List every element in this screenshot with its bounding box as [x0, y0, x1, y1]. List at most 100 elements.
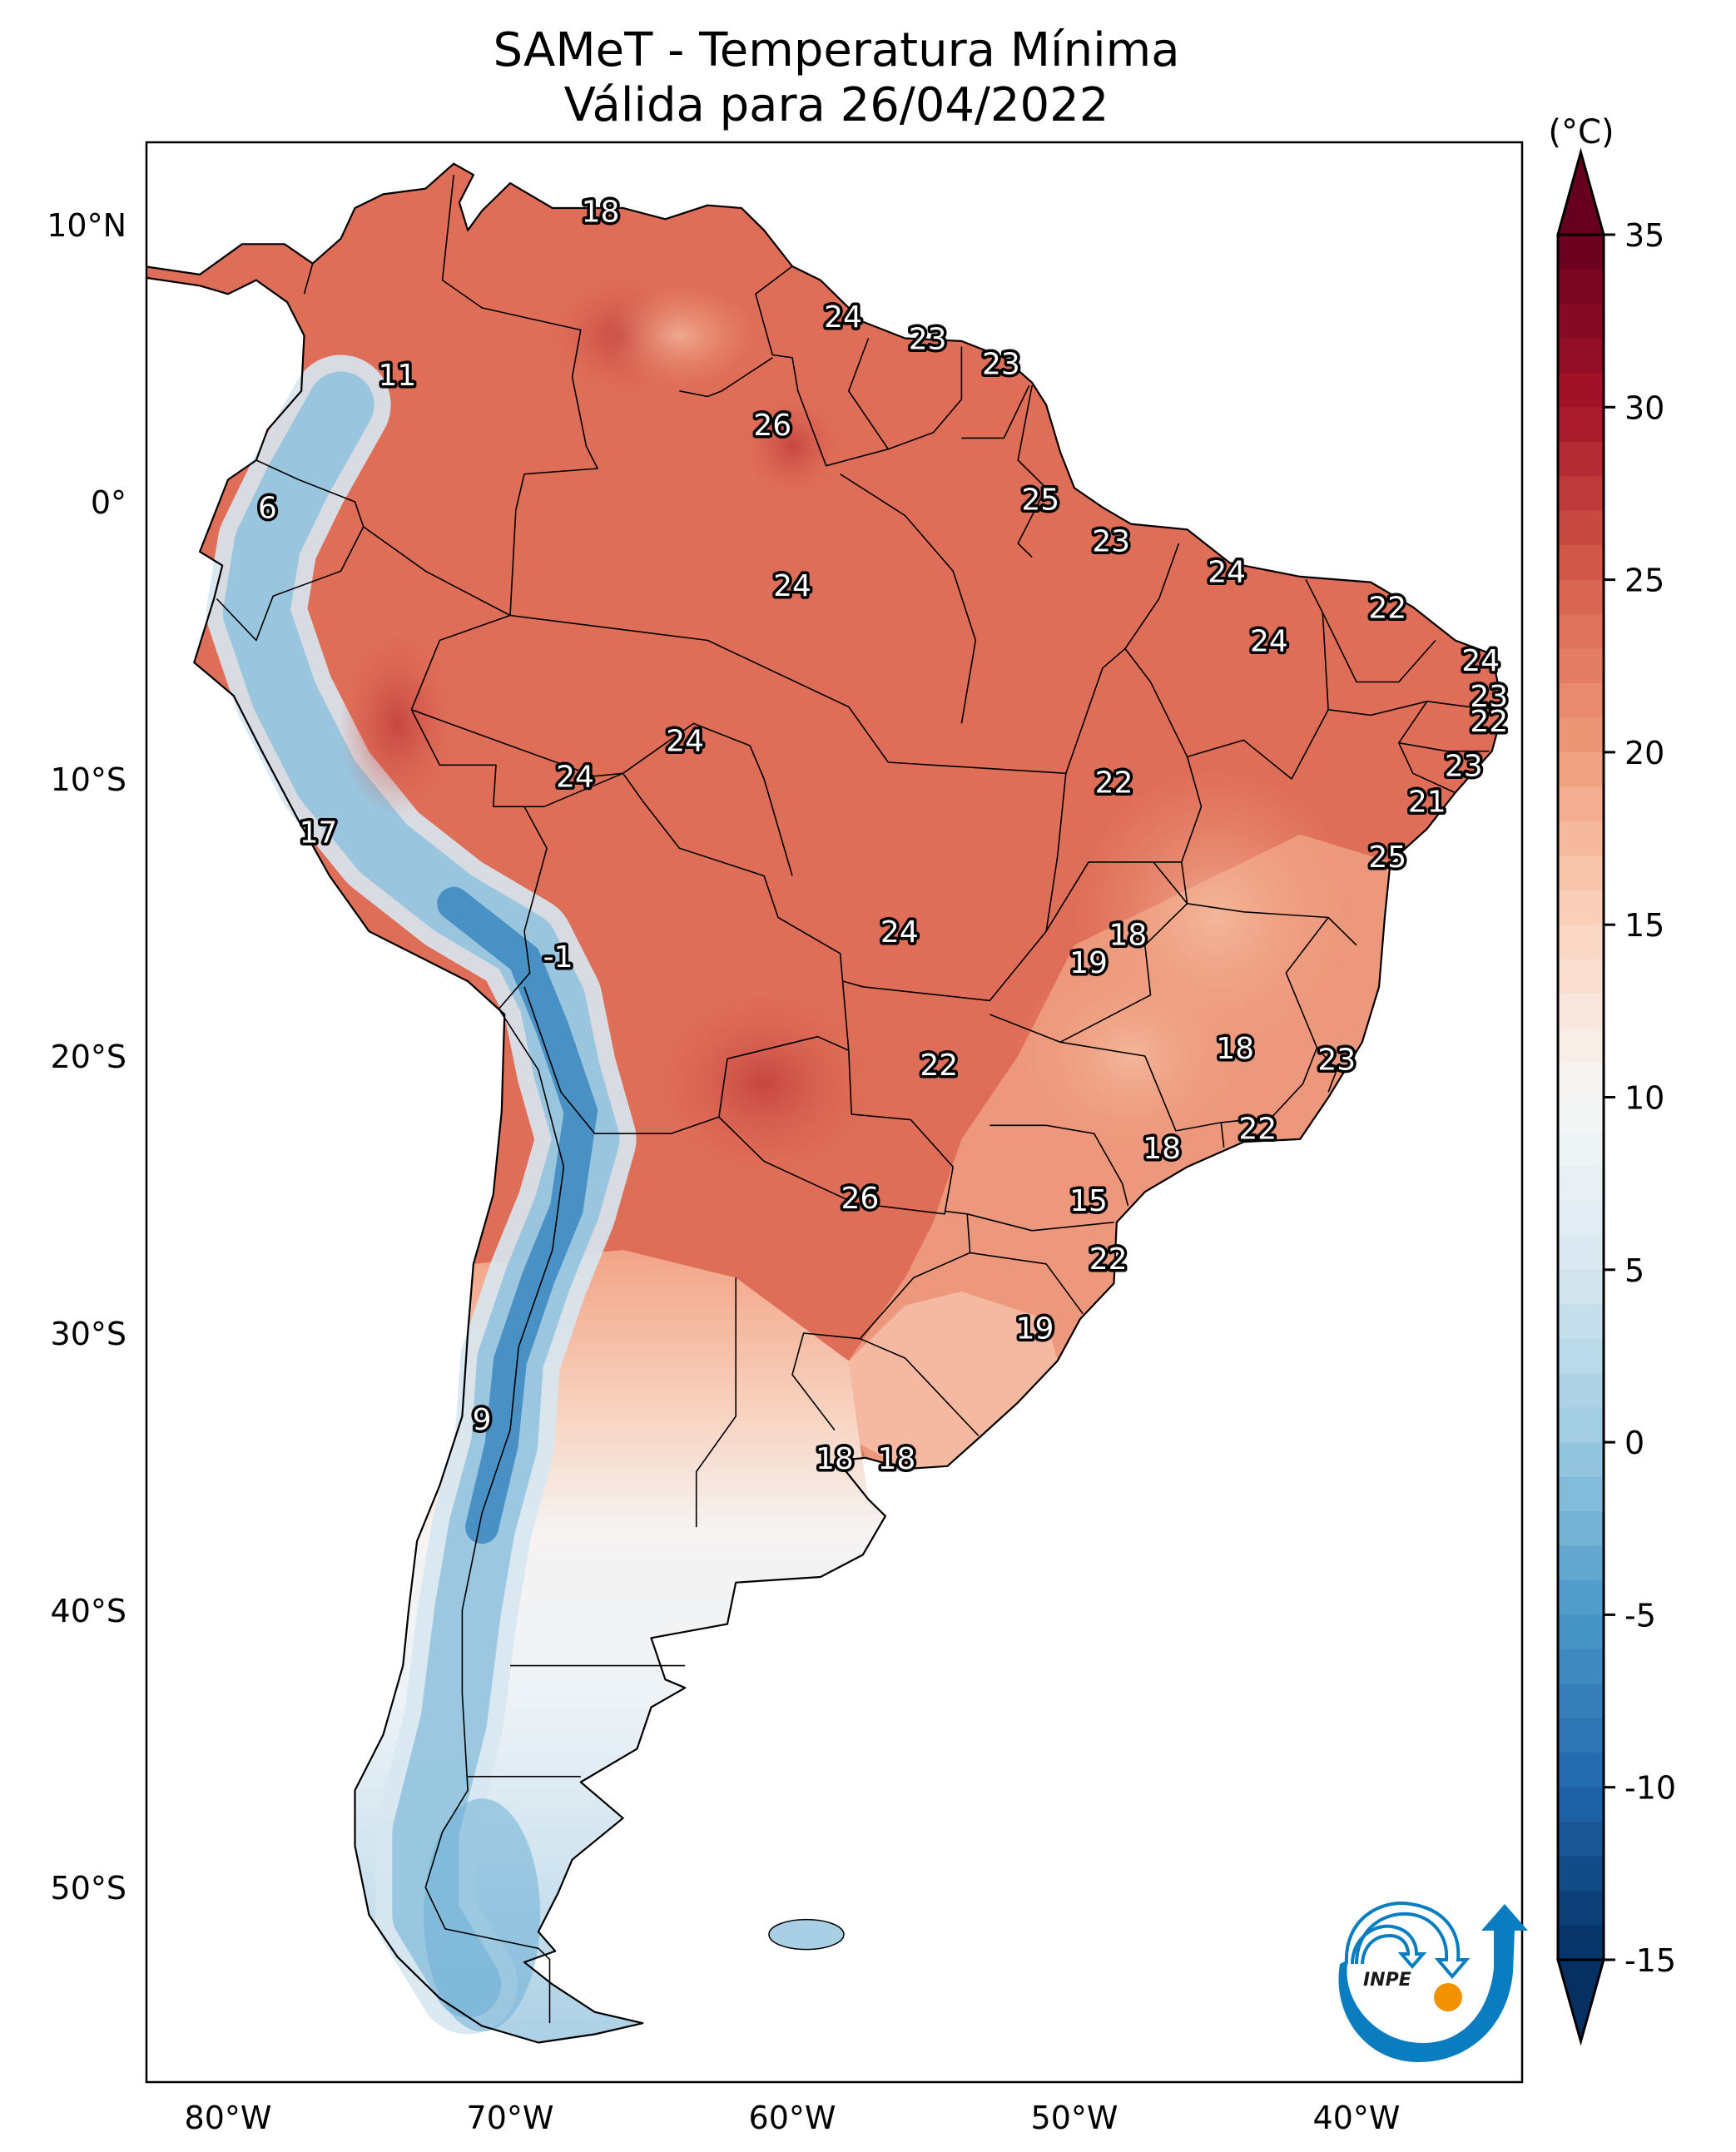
colorbar-swatch [1558, 1579, 1604, 1616]
state-border [990, 1124, 1129, 1206]
country-border [216, 459, 365, 642]
colorbar-swatch [1558, 1476, 1604, 1512]
colorbar-swatch [1558, 372, 1604, 409]
colorbar-swatch [1558, 303, 1604, 340]
colorbar-swatch [1558, 1373, 1604, 1409]
temperature-label: 23 [1470, 680, 1508, 714]
temperature-label: 15 [1069, 1184, 1108, 1218]
temperature-label: 24 [556, 761, 594, 795]
political-borders [216, 175, 1500, 2024]
temperature-label: 11 [378, 359, 416, 393]
province-border [791, 1332, 861, 1431]
colorbar-swatch [1558, 1338, 1604, 1374]
temperature-label: 26 [753, 409, 791, 443]
colorbar-swatch [1558, 1891, 1604, 1926]
state-border [1220, 1122, 1225, 1148]
colorbar-swatch [1558, 1097, 1604, 1133]
logo-inner-arrow-2 [1351, 1924, 1427, 1970]
longitude-tick-label: 70°W [467, 2100, 554, 2136]
colorbar-swatch [1558, 1856, 1604, 1892]
colorbar-swatch [1558, 1822, 1604, 1857]
colorbar-swatch [1558, 1925, 1604, 1961]
logo-swirl-arrow [1338, 1904, 1528, 2062]
colorbar-extend-bottom [1556, 1958, 1605, 2046]
temperature-label: 19 [1069, 946, 1108, 980]
logo-text: INPE [1363, 1970, 1411, 1991]
colorbar-tick-label: 35 [1624, 217, 1664, 254]
colorbar-swatch [1558, 1304, 1604, 1340]
temperature-label: 24 [666, 724, 704, 758]
colorbar-tick-label: 25 [1624, 563, 1664, 599]
longitude-tick-label: 40°W [1313, 2100, 1401, 2136]
colorbar-swatch [1558, 407, 1604, 443]
mild-anomaly [1014, 956, 1247, 1156]
warm-anomaly [742, 396, 842, 497]
colorbar-extend-top [1556, 147, 1605, 236]
andes-coldest-core [437, 886, 598, 1545]
colorbar-swatch [1558, 1235, 1604, 1271]
temperature-label: 22 [1470, 705, 1508, 739]
latitude-tick-label: 40°S [51, 1593, 126, 1629]
temperature-label: 18 [816, 1442, 854, 1476]
colorbar-tick-label: 15 [1624, 907, 1664, 944]
colorbar-swatch [1558, 683, 1604, 719]
colorbar-tick-label: 5 [1624, 1252, 1644, 1289]
country-border [860, 1337, 980, 1436]
state-border [622, 722, 793, 876]
colorbar-swatch [1558, 959, 1604, 994]
inpe-logo: INPE [1338, 1902, 1528, 2062]
temperature-label: 18 [582, 195, 620, 229]
colorbar-swatch [1558, 1132, 1604, 1168]
colorbar-tick-label: 20 [1624, 735, 1664, 771]
temperature-label: 23 [909, 323, 947, 357]
temperature-label: 18 [1109, 919, 1147, 953]
temperature-label: 24 [1208, 555, 1246, 589]
colorbar-swatch [1558, 614, 1604, 650]
logo-inner-arrow [1344, 1902, 1471, 1980]
temperature-label: 9 [473, 1403, 492, 1437]
colorbar-swatch [1558, 821, 1604, 857]
country-border [847, 338, 963, 450]
temperature-label: 17 [300, 816, 338, 850]
country-border [961, 384, 1030, 439]
colorbar-swatch [1558, 1649, 1604, 1685]
state-border [970, 1252, 1084, 1315]
coastline [146, 162, 1505, 2044]
colorbar-tick-label: -10 [1624, 1770, 1676, 1807]
latitude-tick-label: 0° [91, 484, 126, 521]
colorbar-tick-label: -15 [1624, 1942, 1676, 1979]
state-border [1124, 543, 1180, 649]
colorbar-swatch [1558, 269, 1604, 305]
temperature-label: 6 [258, 492, 277, 526]
country-border [303, 263, 314, 295]
colorbar-swatch [1558, 1200, 1604, 1237]
temperature-label: 18 [877, 1442, 915, 1476]
colorbar-swatch [1558, 855, 1604, 891]
temperature-label: 18 [1143, 1132, 1181, 1166]
colorbar-tick-label: 30 [1624, 389, 1664, 426]
colorbar-swatch [1558, 1683, 1604, 1719]
map-frame [145, 141, 1524, 2084]
temperature-label: 25 [1368, 840, 1406, 875]
longitude-axis: 80°W 70°W 60°W 50°W 40°W [185, 2100, 1401, 2136]
state-border [411, 709, 623, 777]
temperature-label: 22 [1089, 1242, 1128, 1277]
colorbar-swatch [1558, 1511, 1604, 1547]
chart-title: SAMeT - Temperatura Mínima Válida para 2… [0, 23, 1673, 133]
temperature-label: 23 [1317, 1043, 1356, 1077]
title-line-2: Válida para 26/04/2022 [563, 78, 1109, 132]
temperature-field [146, 162, 1505, 2044]
temperature-label: 24 [1461, 644, 1500, 678]
state-border [509, 614, 889, 763]
colorbar-swatch [1558, 1166, 1604, 1202]
temperature-label: 22 [920, 1049, 958, 1083]
colorbar-tick-label: 0 [1624, 1425, 1644, 1461]
colorbar-swatch [1558, 1753, 1604, 1788]
state-border [1322, 612, 1436, 683]
colorbar-tick-label: 10 [1624, 1080, 1664, 1117]
country-border [718, 1050, 954, 1215]
colorbar-swatch [1558, 648, 1604, 684]
temperature-label: 22 [1095, 766, 1133, 800]
province-border [695, 1277, 737, 1528]
